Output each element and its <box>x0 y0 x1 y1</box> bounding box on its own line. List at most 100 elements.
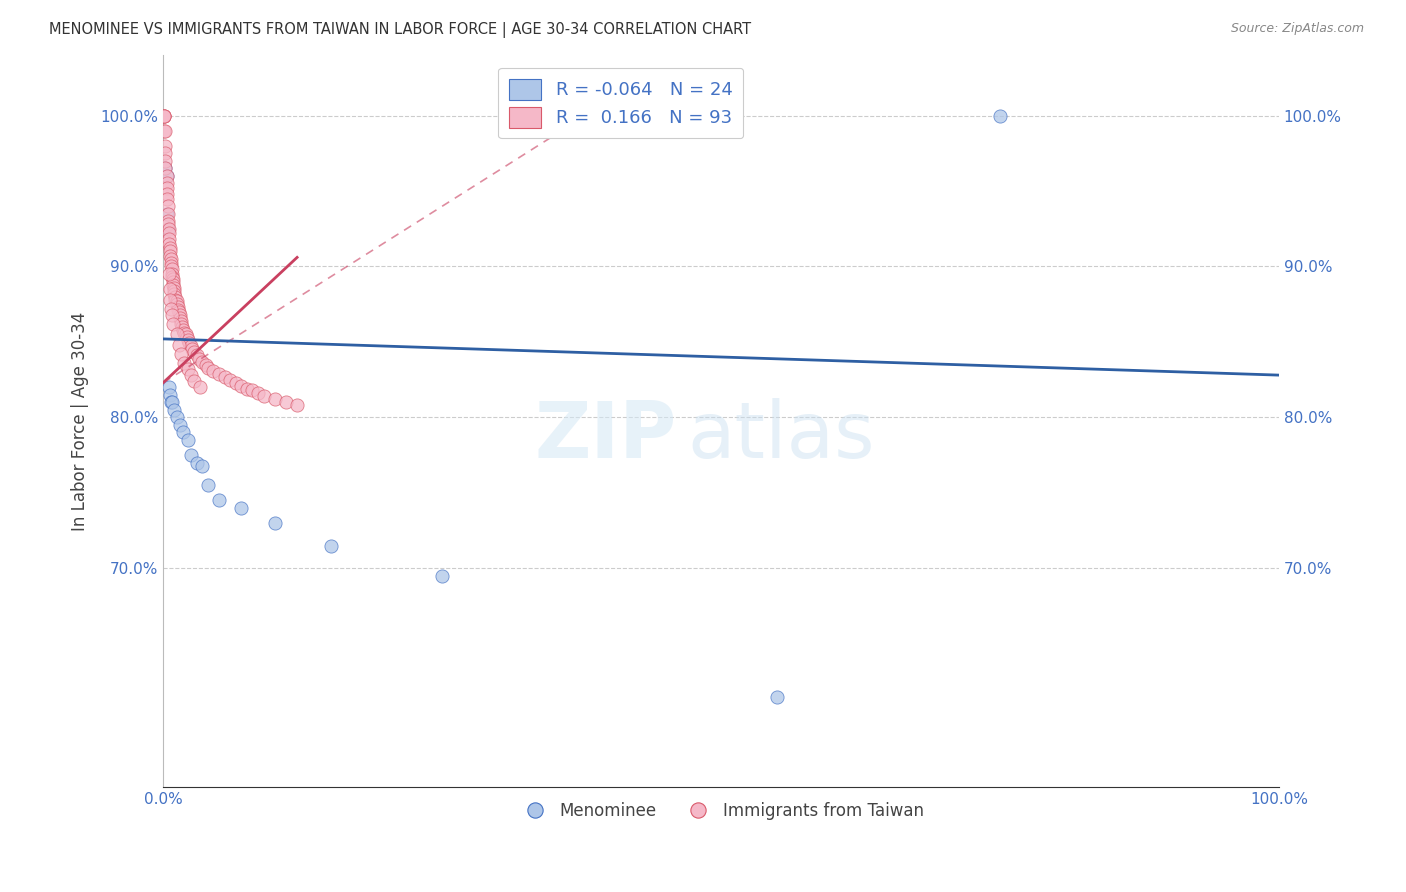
Point <box>197 360 219 375</box>
Point <box>160 395 183 409</box>
Point <box>285 398 308 412</box>
Point <box>174 327 197 342</box>
Point <box>169 308 191 322</box>
Point <box>160 252 183 266</box>
Point <box>160 395 183 409</box>
Point <box>155 192 177 206</box>
Point <box>176 330 198 344</box>
Point <box>191 354 214 368</box>
Point <box>156 217 179 231</box>
Point <box>183 374 205 388</box>
Point <box>153 108 176 122</box>
Point <box>155 181 177 195</box>
Point <box>766 690 789 704</box>
Point <box>169 417 191 432</box>
Point <box>263 392 285 407</box>
Point <box>187 351 209 366</box>
Point <box>155 177 177 191</box>
Point <box>188 380 211 394</box>
Point <box>172 319 194 334</box>
Point <box>194 358 217 372</box>
Point <box>165 293 187 307</box>
Point <box>157 236 180 251</box>
Point <box>242 383 264 397</box>
Point <box>177 336 200 351</box>
Point <box>170 347 193 361</box>
Point <box>157 232 180 246</box>
Point <box>163 284 186 298</box>
Point <box>166 297 188 311</box>
Point <box>156 221 179 235</box>
Point <box>181 343 204 357</box>
Point <box>319 539 342 553</box>
Point <box>988 108 1011 122</box>
Point <box>155 169 177 183</box>
Point <box>162 317 184 331</box>
Legend: Menominee, Immigrants from Taiwan: Menominee, Immigrants from Taiwan <box>512 795 931 826</box>
Point <box>155 186 177 201</box>
Point <box>159 282 181 296</box>
Point <box>183 345 205 359</box>
Point <box>236 382 259 396</box>
Point <box>159 388 181 402</box>
Point <box>153 108 176 122</box>
Point <box>170 314 193 328</box>
Point <box>159 249 181 263</box>
Point <box>167 304 190 318</box>
Point <box>208 367 231 381</box>
Point <box>159 241 181 255</box>
Point <box>155 161 177 176</box>
Point <box>165 290 187 304</box>
Point <box>214 369 236 384</box>
Point <box>166 300 188 314</box>
Point <box>156 214 179 228</box>
Point <box>180 339 202 353</box>
Point <box>177 334 200 348</box>
Point <box>156 199 179 213</box>
Text: Source: ZipAtlas.com: Source: ZipAtlas.com <box>1230 22 1364 36</box>
Point <box>157 221 180 235</box>
Point <box>162 271 184 285</box>
Point <box>274 395 297 409</box>
Point <box>166 303 188 318</box>
Text: ZIP: ZIP <box>534 398 676 474</box>
Point <box>160 256 183 270</box>
Text: atlas: atlas <box>688 398 875 474</box>
Point <box>180 448 202 462</box>
Point <box>177 362 200 376</box>
Point <box>172 323 194 337</box>
Point <box>177 433 200 447</box>
Point <box>202 363 225 377</box>
Point <box>231 378 253 392</box>
Point <box>186 456 208 470</box>
Point <box>153 108 176 122</box>
Point <box>172 425 194 440</box>
Point <box>180 368 202 383</box>
Point <box>155 161 177 176</box>
Point <box>157 267 180 281</box>
Point <box>173 356 195 370</box>
Point <box>153 108 176 122</box>
Point <box>153 123 176 137</box>
Point <box>166 410 188 425</box>
Point <box>231 500 253 515</box>
Point <box>159 244 181 259</box>
Point <box>163 286 186 301</box>
Point <box>166 327 188 342</box>
Point <box>155 123 177 137</box>
Point <box>157 226 180 240</box>
Point <box>160 308 183 322</box>
Point <box>157 380 180 394</box>
Y-axis label: In Labor Force | Age 30-34: In Labor Force | Age 30-34 <box>72 311 89 531</box>
Point <box>162 277 184 292</box>
Point <box>160 270 183 285</box>
Point <box>156 206 179 220</box>
Point <box>169 310 191 325</box>
Point <box>163 402 186 417</box>
Point <box>219 373 242 387</box>
Point <box>155 153 177 168</box>
Point <box>167 338 190 352</box>
Point <box>197 478 219 492</box>
Point <box>155 138 177 153</box>
Point <box>430 569 453 583</box>
